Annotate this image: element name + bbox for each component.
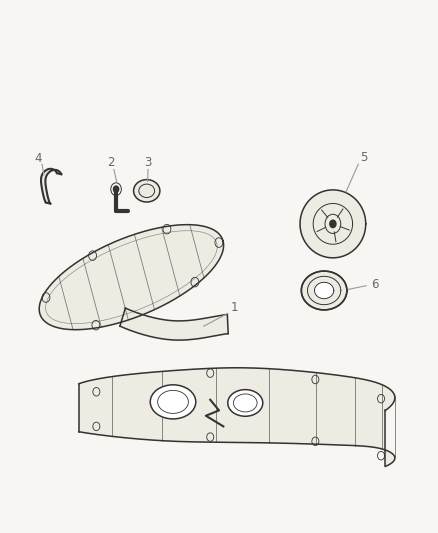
Ellipse shape: [228, 390, 263, 416]
Ellipse shape: [150, 385, 196, 419]
Text: 1: 1: [230, 301, 238, 314]
Text: 6: 6: [371, 278, 378, 290]
Polygon shape: [301, 271, 347, 310]
Polygon shape: [120, 308, 228, 340]
Polygon shape: [41, 169, 61, 204]
Ellipse shape: [134, 180, 160, 202]
Polygon shape: [79, 368, 395, 466]
Text: 5: 5: [360, 151, 367, 164]
Polygon shape: [300, 190, 366, 258]
Text: 4: 4: [34, 152, 42, 165]
Polygon shape: [39, 224, 224, 330]
Circle shape: [330, 220, 336, 228]
Text: 3: 3: [145, 156, 152, 169]
Text: 2: 2: [106, 156, 114, 169]
Polygon shape: [314, 282, 334, 298]
Circle shape: [113, 186, 119, 192]
